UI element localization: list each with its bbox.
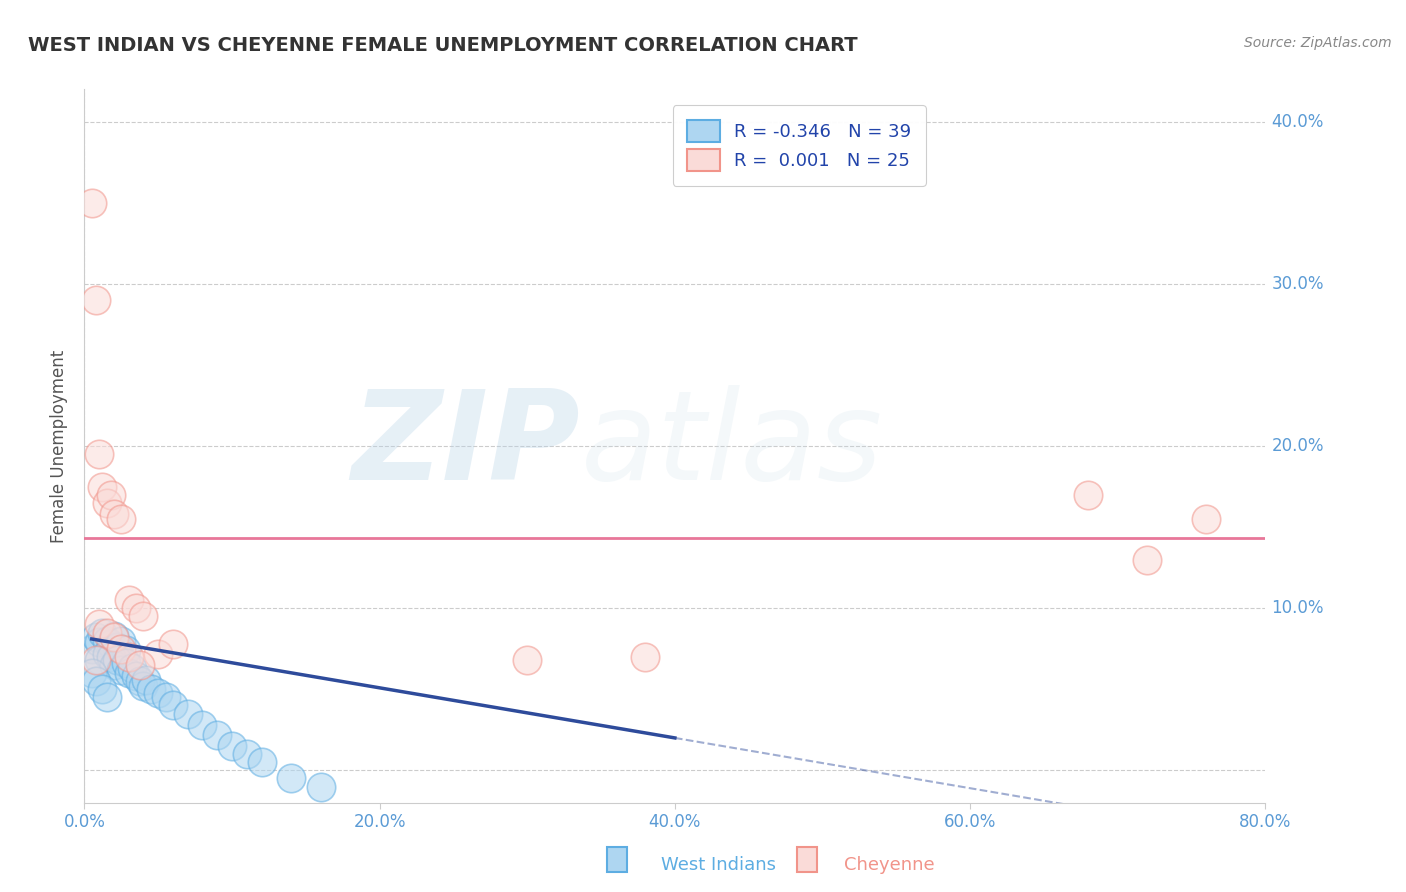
Text: 20.0%: 20.0% [1271, 437, 1324, 455]
Text: 30.0%: 30.0% [1271, 275, 1324, 293]
Point [162, 637, 184, 651]
Point [118, 666, 141, 681]
Point [132, 609, 155, 624]
Point [139, 682, 162, 697]
Point [129, 657, 152, 672]
Point [84, 293, 107, 307]
Point [125, 601, 148, 615]
Point [110, 633, 132, 648]
Point [103, 507, 125, 521]
Point [87, 447, 111, 461]
Text: 40.0%: 40.0% [1271, 112, 1323, 130]
Point [103, 631, 125, 645]
Point [1077, 488, 1099, 502]
Point [125, 669, 148, 683]
Point [91, 682, 114, 697]
Point [191, 718, 214, 732]
Point [84, 674, 107, 689]
Point [87, 617, 111, 632]
Point [121, 661, 143, 675]
Point [135, 673, 157, 687]
Point [148, 685, 170, 699]
Point [87, 653, 111, 667]
Point [103, 657, 125, 672]
Bar [607, 847, 627, 872]
Point [110, 641, 132, 656]
Point [96, 690, 118, 705]
Bar [797, 847, 817, 872]
Point [84, 653, 107, 667]
Point [280, 772, 302, 786]
Text: Source: ZipAtlas.com: Source: ZipAtlas.com [1244, 36, 1392, 50]
Point [309, 780, 332, 794]
Point [235, 747, 259, 761]
Point [80, 641, 103, 656]
Point [1136, 552, 1159, 566]
Point [96, 496, 118, 510]
Text: atlas: atlas [581, 385, 883, 507]
Point [132, 679, 155, 693]
Point [516, 653, 538, 667]
Point [634, 649, 657, 664]
Point [114, 657, 136, 671]
Point [118, 593, 141, 607]
Point [96, 625, 118, 640]
Point [110, 512, 132, 526]
Point [80, 666, 103, 681]
Text: ZIP: ZIP [352, 385, 581, 507]
Point [177, 706, 200, 721]
Y-axis label: Female Unemployment: Female Unemployment [51, 350, 69, 542]
Point [114, 643, 136, 657]
Point [96, 633, 118, 648]
Point [155, 690, 177, 705]
Point [100, 649, 122, 664]
Point [91, 625, 114, 640]
Point [91, 479, 114, 493]
Point [110, 663, 132, 677]
Point [148, 647, 170, 661]
Text: Cheyenne: Cheyenne [844, 856, 934, 874]
Point [221, 739, 243, 753]
Point [205, 728, 228, 742]
Point [100, 637, 122, 651]
Point [80, 195, 103, 210]
Point [105, 653, 128, 667]
Legend: R = -0.346   N = 39, R =  0.001   N = 25: R = -0.346 N = 39, R = 0.001 N = 25 [672, 105, 925, 186]
Point [105, 640, 128, 654]
Point [103, 629, 125, 643]
Text: WEST INDIAN VS CHEYENNE FEMALE UNEMPLOYMENT CORRELATION CHART: WEST INDIAN VS CHEYENNE FEMALE UNEMPLOYM… [28, 36, 858, 54]
Point [84, 631, 107, 645]
Point [87, 635, 111, 649]
Point [162, 698, 184, 713]
Point [129, 674, 152, 689]
Text: West Indians: West Indians [661, 856, 776, 874]
Point [96, 647, 118, 661]
Point [118, 649, 141, 664]
Text: 10.0%: 10.0% [1271, 599, 1324, 617]
Point [1195, 512, 1218, 526]
Point [100, 488, 122, 502]
Point [250, 756, 273, 770]
